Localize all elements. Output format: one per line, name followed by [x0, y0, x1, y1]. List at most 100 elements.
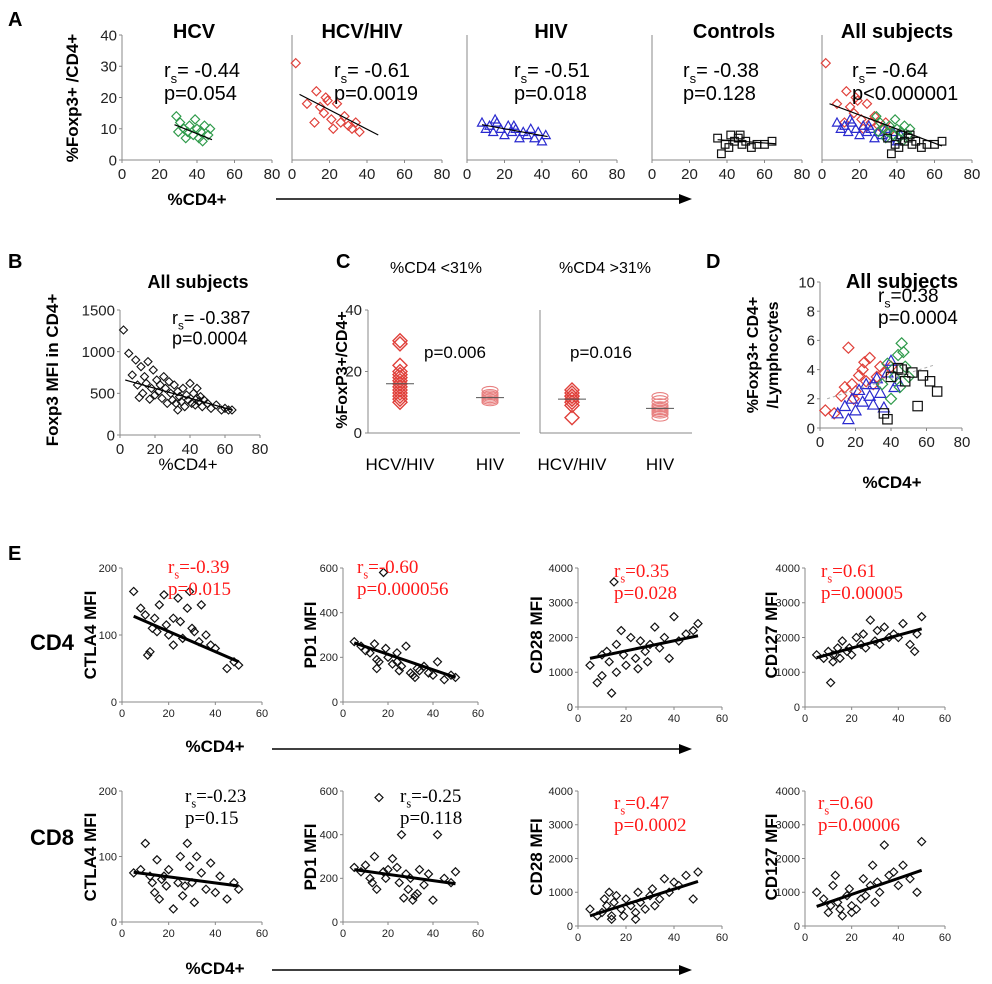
data-point [849, 385, 862, 398]
y-tick-label: 1500 [82, 302, 115, 319]
data-point [309, 117, 320, 128]
y-tick-label: 10 [798, 274, 815, 291]
data-point [184, 861, 195, 872]
data-point [585, 904, 595, 914]
y-tick-label: 0 [794, 702, 800, 714]
data-point [476, 116, 488, 127]
data-point [222, 894, 232, 904]
data-point [349, 862, 360, 873]
trend-line [353, 641, 456, 679]
data-point [611, 639, 622, 650]
trend-line [829, 103, 943, 147]
data-point [489, 113, 501, 124]
data-point [164, 376, 174, 387]
data-point [136, 361, 146, 372]
data-point [878, 408, 890, 419]
stat-r-value: =-0.60 [368, 557, 418, 578]
stat-r: r [821, 561, 828, 582]
stat-r-value: =0.35 [625, 561, 669, 582]
data-point [335, 117, 347, 128]
x-tick-label: 80 [954, 434, 971, 451]
data-point [392, 862, 402, 873]
data-point [835, 653, 845, 664]
data-point [651, 392, 669, 401]
data-point [189, 626, 200, 637]
data-point [143, 356, 153, 367]
data-point [767, 136, 777, 146]
y-axis-label-a: %Foxp3+ /CD4+ [63, 34, 82, 163]
data-point [392, 378, 408, 395]
data-point [640, 646, 651, 657]
stat-correlation: rs= -0.387 [172, 308, 250, 332]
data-point [895, 126, 907, 138]
data-point [713, 133, 723, 143]
data-point [360, 645, 371, 656]
x-tick-label: 40 [892, 932, 904, 944]
data-point [318, 107, 330, 119]
data-point [917, 370, 929, 381]
data-point [525, 123, 537, 133]
data-point [419, 880, 429, 890]
data-point [392, 391, 408, 408]
chart-e-cd4-cd28: 0 20 40 60 0 1000 2000 3000 4000 rs=0.35p=0.028 [549, 561, 729, 725]
y-tick-label: 20 [100, 90, 117, 107]
x-tick-label: 0 [119, 708, 125, 720]
x-tick-label: 20 [151, 166, 168, 183]
data-point [858, 873, 869, 884]
data-point [858, 629, 869, 639]
x-tick-label: 40 [889, 166, 906, 183]
data-point [597, 650, 607, 660]
data-point [642, 656, 653, 667]
y-tick-label: 400 [320, 830, 338, 842]
x-axis-label-a: %CD4+ [167, 190, 226, 209]
y-tick-label: 4 [807, 362, 815, 379]
data-point [872, 126, 884, 137]
data-point [191, 851, 202, 862]
data-point [540, 129, 552, 140]
data-point [392, 366, 408, 383]
data-point [140, 838, 151, 849]
data-point [892, 362, 904, 374]
data-point [365, 873, 375, 884]
panel-label-d: D [706, 251, 720, 273]
x-tick-label: 60 [716, 713, 728, 725]
x-tick-label: 60 [256, 928, 268, 940]
data-point [387, 853, 398, 864]
trend-line [589, 880, 699, 918]
data-point [327, 123, 339, 135]
data-point [215, 871, 225, 881]
x-tick-label: 40 [209, 928, 221, 940]
data-point [150, 390, 160, 400]
data-point [481, 398, 499, 407]
data-point [481, 388, 499, 398]
x-tick-label: 40 [209, 708, 221, 720]
data-point [414, 864, 425, 875]
x-tick-label: 60 [939, 932, 951, 944]
data-point [154, 894, 165, 904]
panel-label-e: E [8, 543, 21, 565]
data-point [888, 370, 901, 384]
x-axis-label-b: %CD4+ [158, 455, 217, 474]
y-axis-label-e-cd8: CD28 MFI [527, 818, 546, 895]
y-tick-label: 500 [90, 386, 115, 403]
data-point [367, 877, 378, 888]
y-tick-label: 600 [320, 563, 338, 575]
row-label-cd4: CD4 [30, 630, 75, 655]
y-tick-label: 1000 [776, 667, 800, 679]
data-point [865, 117, 877, 128]
group-p-value: p=0.006 [424, 343, 486, 362]
y-tick-label: 4000 [776, 563, 800, 575]
data-point [861, 126, 873, 137]
data-point [326, 114, 337, 125]
x-tick-label: 20 [620, 932, 632, 944]
data-point [392, 369, 408, 386]
data-point [152, 854, 162, 865]
data-point [724, 143, 734, 152]
data-point [852, 95, 863, 106]
data-point [392, 394, 408, 411]
stat-r-value: =-0.25 [411, 786, 461, 807]
trend-line [133, 614, 240, 664]
data-point [838, 380, 852, 394]
y-tick-label: 200 [99, 563, 117, 575]
